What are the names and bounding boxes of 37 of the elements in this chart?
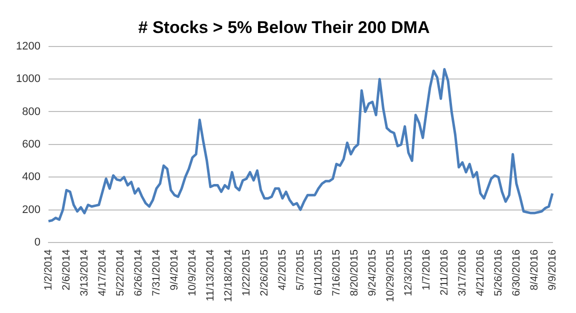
x-tick-label: 1/22/2015 bbox=[240, 249, 252, 296]
x-tick-label: 11/13/2014 bbox=[204, 249, 216, 302]
x-tick-label: 8/4/2016 bbox=[528, 249, 540, 290]
x-tick-label: 12/18/2014 bbox=[222, 249, 234, 302]
y-tick-label: 1000 bbox=[16, 73, 40, 86]
x-tick-label: 6/11/2015 bbox=[312, 249, 324, 296]
x-tick-label: 5/22/2014 bbox=[114, 249, 126, 296]
x-tick-label: 5/26/2016 bbox=[492, 249, 504, 296]
x-tick-label: 9/4/2014 bbox=[168, 249, 180, 290]
x-tick-label: 9/9/2016 bbox=[546, 249, 558, 290]
x-tick-label: 1/7/2016 bbox=[420, 249, 432, 290]
x-tick-label: 3/17/2016 bbox=[456, 249, 468, 296]
x-tick-label: 1/2/2014 bbox=[42, 249, 54, 290]
x-tick-label: 12/3/2015 bbox=[402, 249, 414, 296]
x-tick-label: 8/20/2015 bbox=[348, 249, 360, 296]
y-tick-label: 1200 bbox=[16, 40, 40, 52]
x-tick-label: 10/29/2015 bbox=[384, 249, 396, 302]
x-tick-label: 10/9/2014 bbox=[186, 249, 198, 296]
x-tick-label: 6/30/2016 bbox=[510, 249, 522, 296]
x-tick-label: 4/2/2015 bbox=[276, 249, 288, 290]
x-tick-label: 9/24/2015 bbox=[366, 249, 378, 296]
x-tick-label: 4/17/2014 bbox=[96, 249, 108, 296]
x-tick-label: 2/6/2014 bbox=[60, 249, 72, 290]
y-tick-label: 600 bbox=[22, 138, 40, 150]
y-tick-label: 400 bbox=[22, 171, 40, 184]
x-tick-label: 3/13/2014 bbox=[78, 249, 90, 296]
x-tick-label: 2/26/2015 bbox=[258, 249, 270, 296]
x-tick-label: 6/26/2014 bbox=[132, 249, 144, 296]
chart-title: # Stocks > 5% Below Their 200 DMA bbox=[138, 18, 430, 37]
y-tick-label: 800 bbox=[22, 106, 40, 118]
x-tick-label: 2/11/2016 bbox=[438, 249, 450, 296]
x-tick-label: 4/21/2016 bbox=[474, 249, 486, 296]
x-tick-label: 7/31/2014 bbox=[150, 249, 162, 296]
x-tick-label: 5/7/2015 bbox=[294, 249, 306, 290]
y-tick-label: 0 bbox=[34, 236, 40, 248]
x-tick-label: 7/16/2015 bbox=[330, 249, 342, 296]
y-tick-label: 200 bbox=[22, 204, 40, 216]
